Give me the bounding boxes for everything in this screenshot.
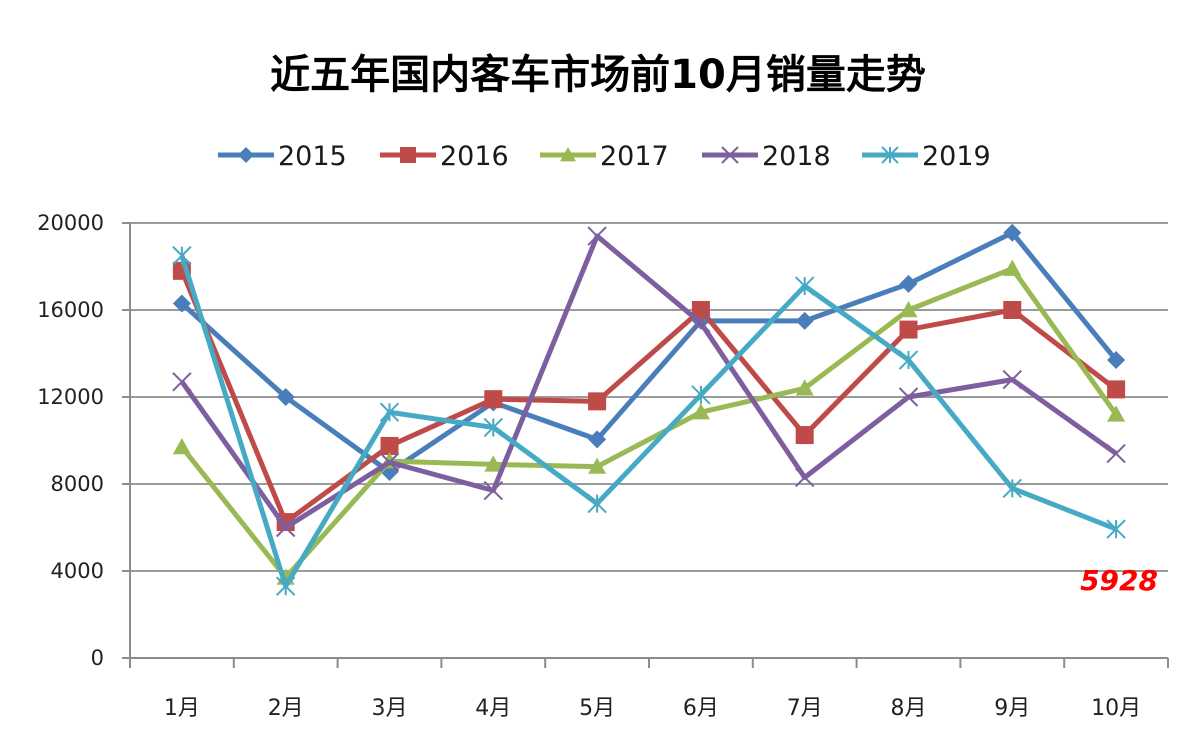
x-tick-label: 1月 — [164, 696, 200, 721]
data-point — [484, 455, 503, 472]
legend-item-2015: 2015 — [218, 141, 347, 172]
legend-marker — [400, 147, 416, 163]
chart-title: 近五年国内客车市场前10月销量走势 — [270, 52, 926, 98]
legend-label: 2015 — [278, 141, 347, 172]
legend-item-2016: 2016 — [380, 141, 509, 172]
series-line — [179, 266, 1119, 581]
data-point — [275, 576, 296, 596]
data-point — [795, 426, 814, 445]
data-point — [1003, 223, 1022, 242]
data-point — [1003, 301, 1022, 319]
x-tick-label: 5月 — [579, 696, 615, 721]
x-tick-label: 4月 — [475, 696, 511, 721]
axes — [122, 223, 1168, 666]
data-point — [588, 430, 607, 449]
data-point — [691, 385, 711, 405]
data-point — [795, 379, 814, 396]
legend-item-2019: 2019 — [862, 141, 991, 172]
data-point — [1107, 380, 1126, 399]
legend-marker — [560, 147, 576, 162]
data-point — [1106, 519, 1126, 539]
legend-marker — [721, 146, 739, 164]
data-point — [172, 372, 192, 392]
data-point — [588, 392, 607, 411]
data-point — [587, 226, 607, 246]
legend-label: 2018 — [762, 141, 831, 172]
legend-label: 2017 — [600, 141, 669, 172]
annotations: 5928 — [1080, 564, 1158, 597]
data-point — [794, 276, 815, 296]
series-line — [180, 230, 1119, 475]
y-tick-label: 4000 — [51, 559, 104, 583]
data-point — [1107, 351, 1126, 370]
data-point — [898, 350, 919, 370]
gridlines — [130, 222, 1168, 572]
y-tick-label: 8000 — [51, 472, 104, 496]
x-tick-label: 2月 — [268, 696, 304, 721]
data-point — [1002, 478, 1023, 499]
data-point — [484, 390, 503, 409]
x-tick-label: 10月 — [1091, 696, 1141, 721]
y-tick-label: 0 — [91, 646, 104, 670]
data-point — [483, 480, 504, 501]
legend-item-2017: 2017 — [540, 141, 669, 172]
data-point — [172, 294, 191, 313]
x-axis-ticks: 1月 2月 3月 4月 5月 6月 7月 8月 9月 10月 — [129, 658, 1169, 721]
data-point — [588, 457, 607, 474]
data-point — [899, 320, 918, 339]
x-tick-label: 8月 — [891, 696, 927, 721]
data-point — [1107, 405, 1126, 422]
data-point — [380, 436, 399, 455]
series-2017 — [172, 259, 1126, 585]
data-point — [379, 452, 400, 472]
data-point — [898, 387, 919, 407]
legend-item-2018: 2018 — [702, 141, 831, 172]
data-point — [275, 517, 296, 538]
x-tick-label: 3月 — [372, 696, 408, 721]
data-point — [276, 388, 295, 406]
data-point — [794, 467, 815, 488]
data-point — [795, 311, 814, 330]
series-line — [179, 269, 1118, 525]
data-point — [172, 438, 191, 455]
y-axis-ticks: 0 4000 8000 12000 16000 20000 — [37, 211, 130, 670]
data-point — [691, 403, 710, 420]
legend-marker — [881, 146, 899, 164]
data-point — [483, 417, 504, 438]
series-group — [172, 223, 1126, 596]
y-tick-label: 16000 — [37, 298, 104, 322]
legend-label: 2019 — [922, 141, 991, 172]
y-tick-label: 20000 — [37, 211, 104, 235]
data-point — [587, 493, 607, 514]
series-2016 — [172, 261, 1126, 532]
data-label-annotation: 5928 — [1080, 564, 1158, 597]
legend-marker — [238, 147, 254, 163]
data-point — [691, 313, 711, 333]
legend: 2015 2016 2017 2018 2019 — [218, 141, 991, 172]
y-tick-label: 12000 — [37, 385, 104, 409]
data-point — [1002, 369, 1023, 390]
series-2019 — [172, 245, 1126, 596]
data-point — [1106, 443, 1126, 464]
data-point — [1003, 259, 1022, 276]
x-tick-label: 9月 — [994, 696, 1030, 721]
data-point — [172, 245, 192, 266]
data-point — [899, 301, 918, 318]
x-tick-label: 6月 — [683, 696, 719, 721]
legend-label: 2016 — [440, 141, 509, 172]
data-point — [691, 301, 710, 319]
x-tick-label: 7月 — [787, 696, 823, 721]
data-point — [379, 402, 400, 422]
data-point — [899, 274, 918, 293]
series-line — [179, 254, 1118, 589]
